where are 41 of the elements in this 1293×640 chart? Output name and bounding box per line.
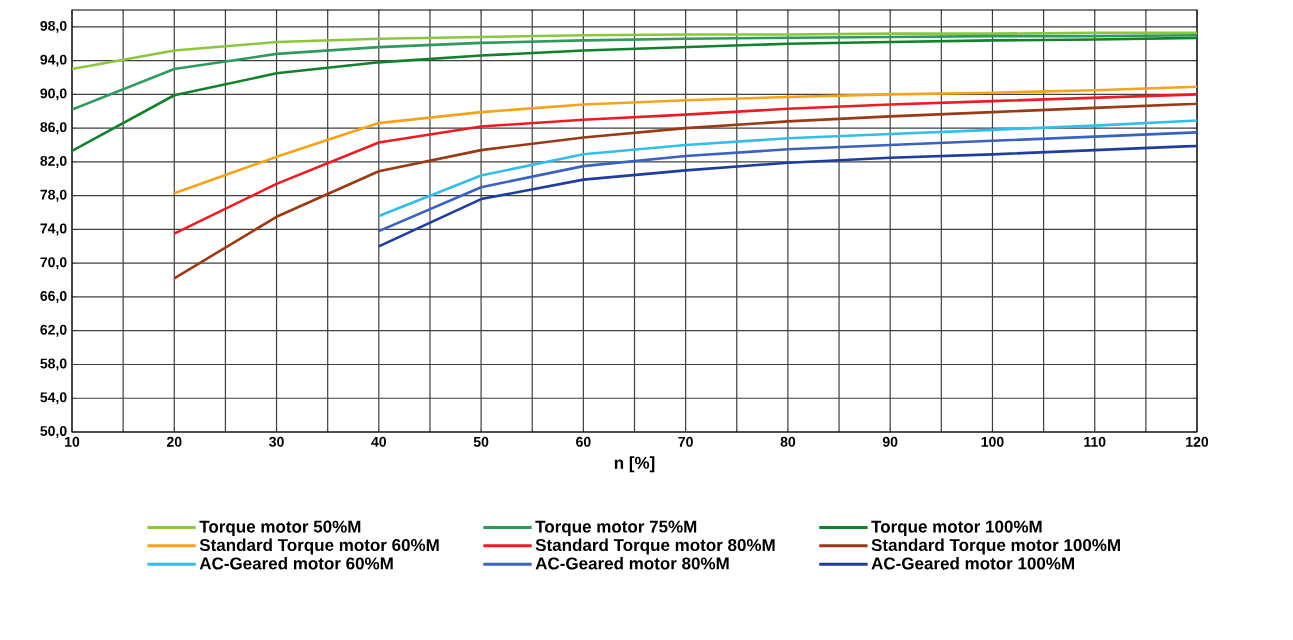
y-tick-label: 54,0: [40, 392, 67, 405]
y-tick-label: 78,0: [40, 189, 67, 202]
line-series: [172, 102, 1198, 280]
x-axis-title: n [%]: [614, 456, 655, 473]
y-tick-label: 58,0: [40, 358, 67, 371]
legend-label: Torque motor 50%M: [199, 520, 361, 536]
line-series: [72, 31, 1198, 71]
x-tick-label: 60: [576, 436, 591, 447]
y-tick-label: 86,0: [40, 122, 67, 135]
y-tick-label: 74,0: [40, 223, 67, 236]
line-series: [377, 119, 1198, 218]
y-tick-label: 94,0: [40, 54, 67, 67]
y-tick-label: 70,0: [40, 257, 67, 270]
y-tick-label: 62,0: [40, 324, 67, 337]
legend-label: Torque motor 100%M: [871, 520, 1042, 536]
legend-label: AC-Geared motor 80%M: [535, 557, 729, 570]
legend-label: AC-Geared motor 60%M: [199, 557, 393, 570]
y-tick-label: 50,0: [40, 426, 67, 438]
legend-label: Standard Torque motor 100%M: [871, 538, 1120, 555]
x-tick-label: 70: [678, 436, 693, 447]
x-tick-label: 40: [371, 436, 387, 447]
line-series: [377, 131, 1198, 233]
line-series: [172, 85, 1198, 195]
x-tick-label: 10: [65, 436, 80, 447]
x-tick-label: 120: [1186, 436, 1209, 447]
x-tick-label: 30: [269, 436, 284, 447]
y-tick-label: 98,0: [40, 20, 67, 33]
x-tick-label: 110: [1084, 436, 1106, 447]
legend-label: Standard Torque motor 80%M: [535, 538, 775, 555]
x-tick-label: 20: [166, 436, 182, 447]
y-tick-label: 66,0: [40, 290, 67, 303]
legend-label: AC-Geared motor 100%M: [871, 557, 1074, 570]
legend-label: Torque motor 75%M: [535, 520, 697, 536]
x-tick-label: 90: [882, 436, 898, 447]
y-tick-label: 82,0: [40, 155, 67, 168]
x-tick-label: 80: [780, 436, 796, 447]
y-tick-label: 90,0: [40, 88, 67, 101]
line-series: [377, 144, 1198, 248]
x-tick-label: 100: [981, 436, 1004, 447]
x-tick-label: 50: [473, 436, 489, 447]
legend-label: Standard Torque motor 60%M: [199, 538, 439, 555]
